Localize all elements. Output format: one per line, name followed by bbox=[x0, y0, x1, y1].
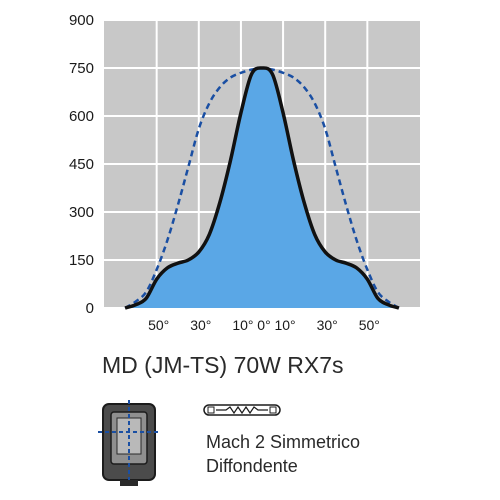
floodlight-fixture-icon bbox=[98, 400, 160, 486]
y-tick-label: 450 bbox=[69, 156, 94, 173]
y-tick-label: 750 bbox=[69, 60, 94, 77]
x-axis-ticks: 50° 30° 10° 0° 10° 30° 50° bbox=[148, 317, 380, 333]
optic-type-label: Mach 2 Simmetrico bbox=[206, 432, 361, 452]
optic-subtype-label: Diffondente bbox=[206, 456, 298, 476]
y-tick-label: 0 bbox=[86, 300, 94, 317]
series-0-area bbox=[125, 67, 399, 308]
y-tick-label: 150 bbox=[69, 252, 94, 269]
series-layer bbox=[124, 66, 400, 310]
x-tick-label: 30° bbox=[317, 317, 338, 333]
lamp-icon bbox=[203, 404, 281, 416]
photometric-chart: 0 150 300 450 600 750 900 50° 30° 10° 0° 10° 30° 50° bbox=[69, 12, 420, 333]
y-axis-ticks: 0 150 300 450 600 750 900 bbox=[69, 12, 94, 317]
x-tick-label: 10° bbox=[232, 317, 253, 333]
y-tick-label: 600 bbox=[69, 108, 94, 125]
x-tick-label: 50° bbox=[359, 317, 380, 333]
x-tick-label: 50° bbox=[148, 317, 169, 333]
y-tick-label: 300 bbox=[69, 204, 94, 221]
model-label: MD (JM-TS) 70W RX7s bbox=[102, 352, 344, 378]
x-tick-label: 0° bbox=[257, 317, 270, 333]
series-0-line bbox=[124, 66, 400, 310]
y-tick-label: 900 bbox=[69, 12, 94, 29]
x-tick-label: 10° bbox=[274, 317, 295, 333]
x-tick-label: 30° bbox=[190, 317, 211, 333]
